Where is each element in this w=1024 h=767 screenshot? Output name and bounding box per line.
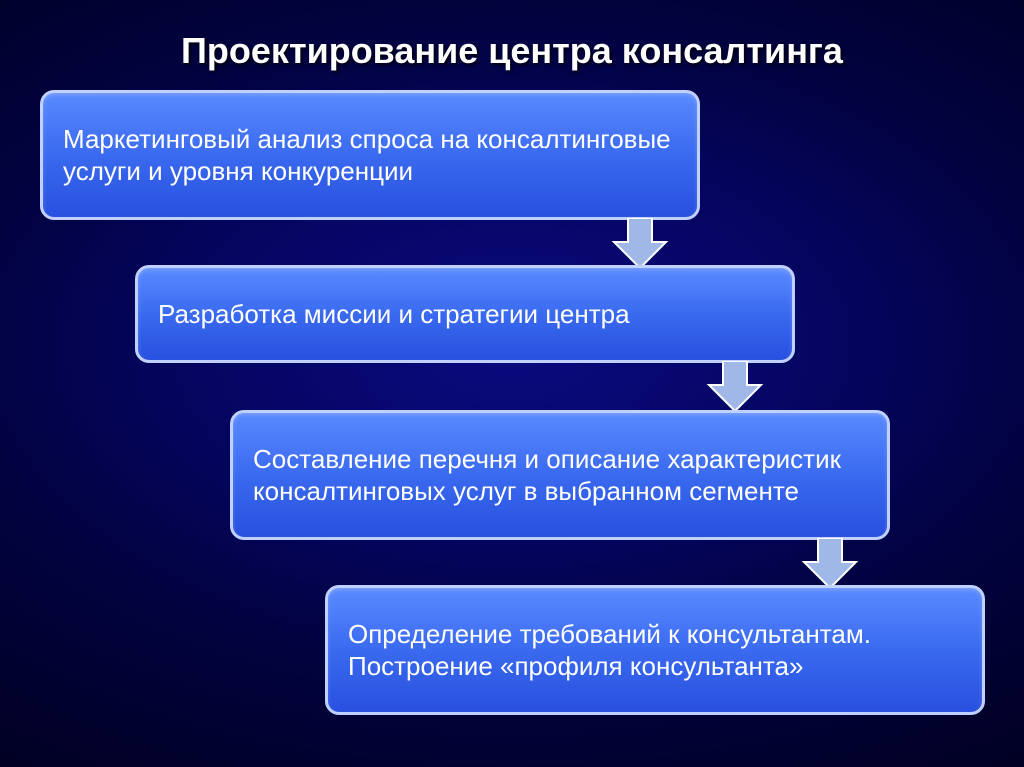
step-text-2: Разработка миссии и стратегии центра xyxy=(158,298,630,331)
step-box-1: Маркетинговый анализ спроса на консалтин… xyxy=(40,90,700,220)
step-text-3: Составление перечня и описание характери… xyxy=(253,443,867,508)
step-text-4: Определение требований к консультантам. … xyxy=(348,618,962,683)
down-arrow-icon xyxy=(705,361,765,416)
step-text-1: Маркетинговый анализ спроса на консалтин… xyxy=(63,123,677,188)
step-box-4: Определение требований к консультантам. … xyxy=(325,585,985,715)
process-diagram: Маркетинговый анализ спроса на консалтин… xyxy=(0,90,1024,767)
step-box-3: Составление перечня и описание характери… xyxy=(230,410,890,540)
step-box-2: Разработка миссии и стратегии центра xyxy=(135,265,795,363)
slide-title: Проектирование центра консалтинга xyxy=(0,0,1024,72)
